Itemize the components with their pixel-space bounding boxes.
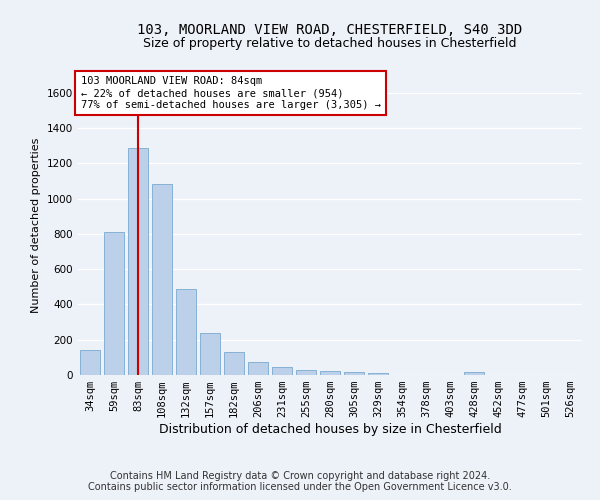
X-axis label: Distribution of detached houses by size in Chesterfield: Distribution of detached houses by size … (158, 423, 502, 436)
Bar (368, 373, 388, 375)
Bar (464, 372, 484, 375)
Text: Size of property relative to detached houses in Chesterfield: Size of property relative to detached ho… (143, 38, 517, 51)
Bar (176, 288, 196, 375)
Bar (128, 148, 148, 375)
Bar (152, 184, 172, 375)
Bar (224, 352, 244, 375)
Bar (320, 372, 340, 375)
Bar (80, 350, 100, 375)
Text: Contains HM Land Registry data © Crown copyright and database right 2024.
Contai: Contains HM Land Registry data © Crown c… (88, 471, 512, 492)
Bar (104, 232, 124, 375)
Bar (344, 372, 364, 375)
Bar (200, 332, 220, 375)
Text: 103 MOORLAND VIEW ROAD: 84sqm
← 22% of detached houses are smaller (954)
77% of : 103 MOORLAND VIEW ROAD: 84sqm ← 22% of d… (80, 76, 380, 110)
Text: 103, MOORLAND VIEW ROAD, CHESTERFIELD, S40 3DD: 103, MOORLAND VIEW ROAD, CHESTERFIELD, S… (137, 22, 523, 36)
Y-axis label: Number of detached properties: Number of detached properties (31, 138, 41, 312)
Bar (296, 370, 316, 375)
Bar (248, 362, 268, 375)
Bar (272, 368, 292, 375)
